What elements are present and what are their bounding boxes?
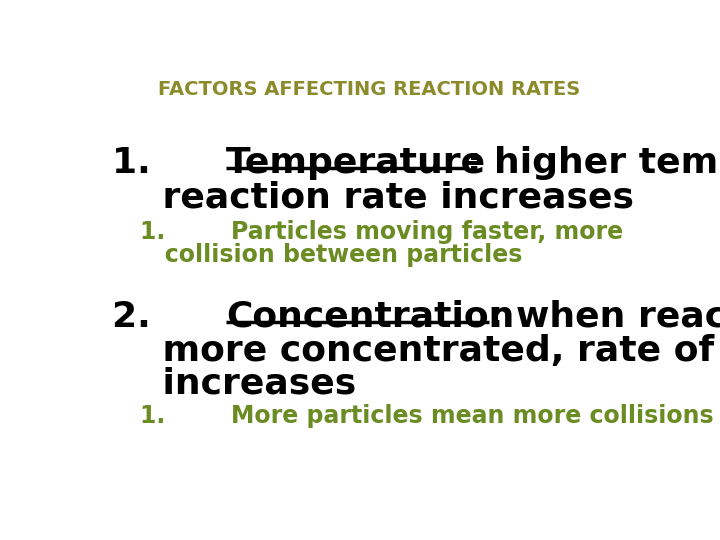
Text: reaction rate increases: reaction rate increases	[112, 180, 634, 214]
Text: Temperature: Temperature	[226, 146, 486, 180]
Text: 1.: 1.	[112, 146, 176, 180]
Text: FACTORS AFFECTING REACTION RATES: FACTORS AFFECTING REACTION RATES	[158, 80, 580, 99]
Text: Particles moving faster, more: Particles moving faster, more	[231, 220, 624, 244]
Text: Concentration: Concentration	[226, 300, 515, 334]
Text: 1.: 1.	[140, 220, 182, 244]
Text: collision between particles: collision between particles	[140, 244, 523, 267]
Text: More particles mean more collisions: More particles mean more collisions	[231, 403, 714, 428]
Text: : higher temperature,: : higher temperature,	[467, 146, 720, 180]
Text: : when reactants are: : when reactants are	[489, 300, 720, 334]
Text: 1.: 1.	[140, 403, 182, 428]
Text: increases: increases	[112, 367, 356, 401]
Text: 2.: 2.	[112, 300, 176, 334]
Text: more concentrated, rate of reaction: more concentrated, rate of reaction	[112, 334, 720, 368]
